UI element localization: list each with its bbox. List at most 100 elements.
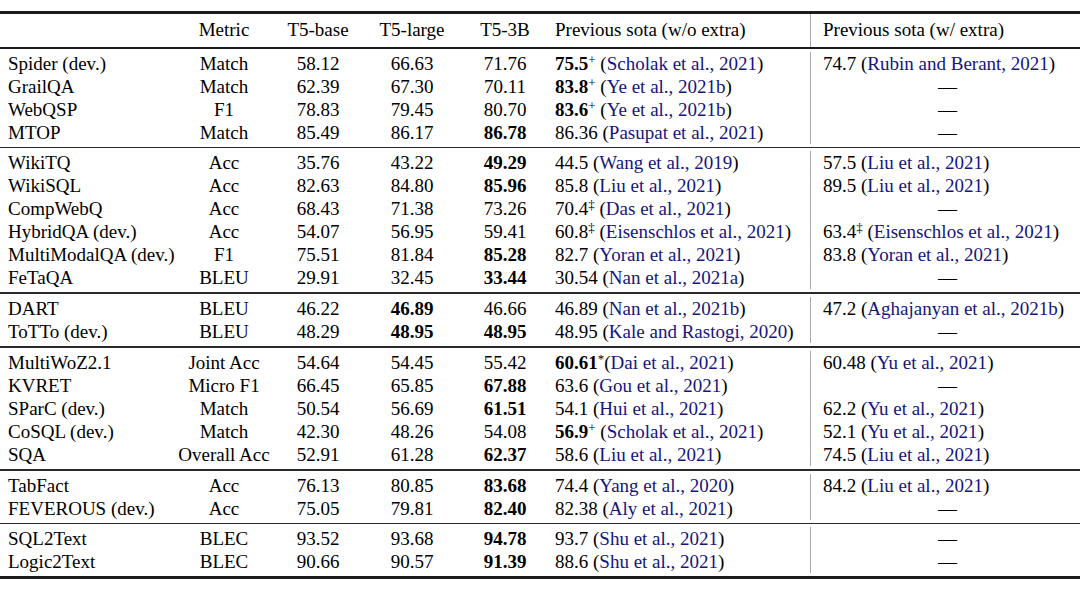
citation-link[interactable]: Ye et al., 2021b: [607, 99, 726, 120]
t5-large-value: 46.89: [377, 297, 447, 320]
t5-base-value: 54.64: [283, 351, 353, 374]
metric-value: 62.37: [484, 444, 527, 465]
column-divider: [810, 351, 823, 374]
sota-value: 47.2: [823, 298, 856, 319]
citation-link[interactable]: Aghajanyan et al., 2021b: [867, 298, 1057, 319]
citation-link[interactable]: Wang et al., 2019: [599, 152, 732, 173]
metric-value: 86.78: [484, 122, 527, 143]
sota-superscript-mark: ‡: [856, 220, 863, 235]
metric-value: 43.22: [391, 152, 434, 173]
sota-value: 84.2: [823, 475, 856, 496]
sota-value: 93.7: [555, 528, 588, 549]
table-row: WikiSQLAcc82.6384.8085.9685.8 (Liu et al…: [0, 174, 1080, 197]
column-divider: [810, 98, 823, 121]
metric-value: 54.64: [297, 352, 340, 373]
sota-value: 74.7: [823, 53, 856, 74]
t5-large-value: 65.85: [377, 374, 447, 397]
citation-link[interactable]: Gou et al., 2021: [599, 375, 721, 396]
citation-link[interactable]: Aly et al., 2021: [609, 498, 727, 519]
citation-link[interactable]: Eisenschlos et al., 2021: [874, 221, 1053, 242]
sota-wo-extra-cell: 56.9+ (Scholak et al., 2021): [555, 420, 810, 443]
sota-value: 44.5: [555, 152, 588, 173]
metric-name: Match: [165, 121, 283, 144]
column-divider: [810, 243, 823, 266]
citation-link[interactable]: Eisenschlos et al., 2021: [606, 221, 785, 242]
citation-link[interactable]: Kale and Rastogi, 2020: [609, 321, 787, 342]
table-row: SParC (dev.)Match50.5456.6961.5154.1 (Hu…: [0, 397, 1080, 420]
metric-value: 76.13: [297, 475, 340, 496]
metric-name: Match: [165, 420, 283, 443]
citation-link[interactable]: Shu et al., 2021: [599, 551, 718, 572]
citation-link[interactable]: Liu et al., 2021: [867, 175, 983, 196]
citation-link[interactable]: Das et al., 2021: [606, 198, 725, 219]
sota-value: 82.7: [555, 244, 588, 265]
sota-w-extra-cell: 52.1 (Yu et al., 2021): [823, 420, 1072, 443]
citation-link[interactable]: Nan et al., 2021b: [609, 298, 739, 319]
header-sota-wo-extra: Previous sota (w/o extra): [555, 19, 810, 41]
citation-link[interactable]: Ye et al., 2021b: [607, 76, 726, 97]
sota-value: 63.6: [555, 375, 588, 396]
sota-value: 56.9: [555, 421, 588, 442]
t5-large-value: 67.30: [377, 75, 447, 98]
table-row: Logic2TextBLEC90.6690.5791.3988.6 (Shu e…: [0, 550, 1080, 573]
column-divider: [810, 527, 823, 550]
citation-link[interactable]: Liu et al., 2021: [867, 475, 983, 496]
metric-value: 48.29: [297, 321, 340, 342]
citation-link[interactable]: Dai et al., 2021: [611, 352, 728, 373]
t5-base-value: 48.29: [283, 320, 353, 343]
table-header-row: Metric T5-base T5-large T5-3B Previous s…: [0, 14, 1080, 47]
metric-name: Acc: [165, 174, 283, 197]
column-divider: [810, 266, 823, 289]
t5-large-value: 81.84: [377, 243, 447, 266]
sota-value: 83.8: [823, 244, 856, 265]
sota-wo-extra-cell: 63.6 (Gou et al., 2021): [555, 374, 810, 397]
metric-value: 90.57: [391, 551, 434, 572]
citation-link[interactable]: Yu et al., 2021: [867, 398, 977, 419]
sota-value: 83.8: [555, 76, 588, 97]
t5-base-value: 62.39: [283, 75, 353, 98]
citation-link[interactable]: Yoran et al., 2021: [867, 244, 1002, 265]
sota-wo-extra-cell: 70.4‡ (Das et al., 2021): [555, 197, 810, 220]
metric-value: 59.41: [484, 221, 527, 242]
citation-link[interactable]: Hui et al., 2021: [599, 398, 717, 419]
metric-name: F1: [165, 98, 283, 121]
citation-link[interactable]: Liu et al., 2021: [867, 152, 983, 173]
citation-link[interactable]: Yu et al., 2021: [877, 352, 987, 373]
table-row: GrailQAMatch62.3967.3070.1183.8+ (Ye et …: [0, 75, 1080, 98]
metric-value: 85.28: [484, 244, 527, 265]
header-t5-3b: T5-3B: [470, 19, 540, 41]
citation-link[interactable]: Liu et al., 2021: [599, 175, 715, 196]
task-name: DART: [8, 297, 165, 320]
metric-name: Joint Acc: [165, 351, 283, 374]
metric-value: 49.29: [484, 152, 527, 173]
t5-3b-value: 73.26: [470, 197, 540, 220]
table-body: Spider (dev.)Match58.1266.6371.7675.5+ (…: [0, 49, 1080, 577]
task-name: Spider (dev.): [8, 52, 165, 75]
citation-link[interactable]: Nan et al., 2021a: [609, 267, 738, 288]
sota-superscript-mark: +: [588, 420, 595, 435]
citation-link[interactable]: Scholak et al., 2021: [607, 421, 757, 442]
t5-large-value: 56.69: [377, 397, 447, 420]
metric-value: 93.52: [297, 528, 340, 549]
citation-link[interactable]: Scholak et al., 2021: [607, 53, 757, 74]
t5-large-value: 71.38: [377, 197, 447, 220]
citation-link[interactable]: Liu et al., 2021: [867, 444, 983, 465]
column-divider: [810, 75, 823, 98]
task-name: HybridQA (dev.): [8, 220, 165, 243]
task-name: KVRET: [8, 374, 165, 397]
citation-link[interactable]: Yoran et al., 2021: [599, 244, 734, 265]
citation-link[interactable]: Yu et al., 2021: [867, 421, 977, 442]
metric-value: 65.85: [391, 375, 434, 396]
citation-link[interactable]: Liu et al., 2021: [599, 444, 715, 465]
sota-wo-extra-cell: 60.8‡ (Eisenschlos et al., 2021): [555, 220, 810, 243]
metric-name: Match: [165, 397, 283, 420]
metric-value: 52.91: [297, 444, 340, 465]
sota-wo-extra-cell: 30.54 (Nan et al., 2021a): [555, 266, 810, 289]
sota-value: 82.38: [555, 498, 598, 519]
citation-link[interactable]: Rubin and Berant, 2021: [867, 53, 1049, 74]
citation-link[interactable]: Shu et al., 2021: [599, 528, 718, 549]
citation-link[interactable]: Yang et al., 2020: [599, 475, 727, 496]
metric-value: 48.26: [391, 421, 434, 442]
citation-link[interactable]: Pasupat et al., 2021: [609, 122, 757, 143]
metric-value: 71.76: [484, 53, 527, 74]
